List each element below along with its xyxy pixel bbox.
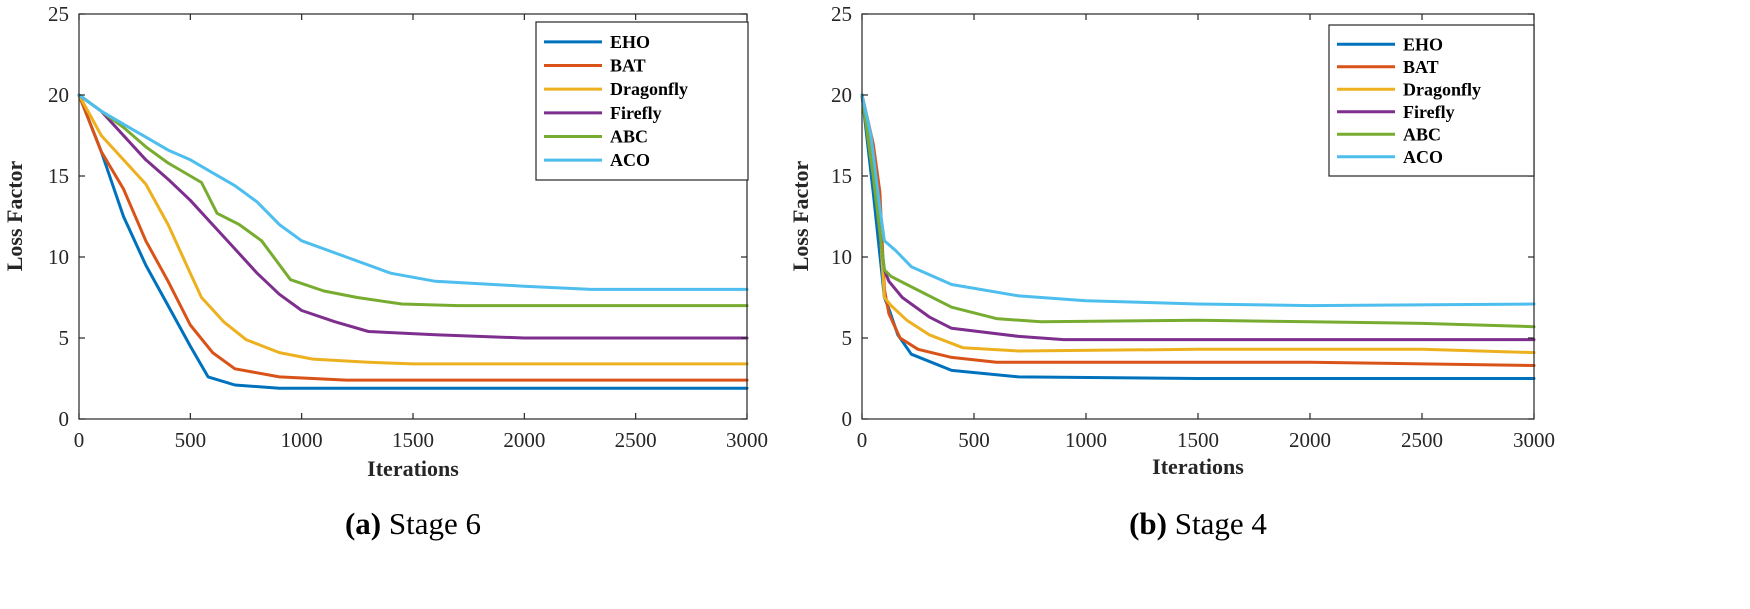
- y-tick-label-20-b: 20: [831, 83, 852, 107]
- y-tick-label-5-b: 5: [842, 326, 853, 350]
- series-line-eho-b: [860, 93, 1536, 380]
- legend-label-firefly-b: Firefly: [1403, 102, 1455, 122]
- legend-label-aco-a: ACO: [610, 150, 650, 170]
- x-tick-label-1500-b: 1500: [1177, 428, 1219, 452]
- series-line-firefly-a: [77, 93, 749, 340]
- series-line-bat-a: [77, 93, 749, 382]
- series-line-aco-b: [860, 93, 1536, 308]
- x-tick-label-1500-a: 1500: [392, 428, 434, 452]
- x-tick-label-0-b: 0: [857, 428, 868, 452]
- y-tick-label-0-a: 0: [59, 407, 70, 431]
- series-line-aco-a: [77, 93, 749, 291]
- y-tick-label-5-a: 5: [59, 326, 70, 350]
- legend-label-firefly-a: Firefly: [610, 103, 662, 123]
- legend-a: EHO BAT Dragonfly Firefly ABC ACO: [535, 21, 749, 181]
- x-tick-label-500-a: 500: [175, 428, 207, 452]
- x-tick-label-500-b: 500: [958, 428, 990, 452]
- panel-a: 0 500 1000 1500 2000 2500 3000 0 5 10 15 20 25 Itera…: [2, 2, 768, 541]
- x-tick-label-1000-a: 1000: [281, 428, 323, 452]
- plot-lines-b: [860, 93, 1536, 380]
- x-axis-label-b: Iterations: [1152, 454, 1244, 479]
- y-tick-label-10-b: 10: [831, 245, 852, 269]
- series-line-dragonfly-a: [77, 93, 749, 366]
- legend-label-abc-b: ABC: [1403, 124, 1441, 144]
- legend-label-bat-b: BAT: [1403, 57, 1439, 77]
- y-tick-label-15-a: 15: [48, 164, 69, 188]
- legend-label-dragonfly-b: Dragonfly: [1403, 79, 1481, 99]
- series-line-eho-a: [77, 93, 749, 390]
- legend-label-abc-a: ABC: [610, 127, 648, 147]
- x-tick-label-0-a: 0: [74, 428, 85, 452]
- y-tick-label-15-b: 15: [831, 164, 852, 188]
- series-line-bat-b: [860, 93, 1536, 367]
- caption-a-text: Stage 6: [389, 506, 481, 541]
- caption-b: (b) Stage 4: [1129, 506, 1267, 541]
- caption-a-letter: (a): [345, 506, 381, 541]
- x-tick-label-3000-b: 3000: [1513, 428, 1555, 452]
- ticks-b: 0 500 1000 1500 2000 2500 3000 0 5 10 15 20 25: [831, 2, 1555, 452]
- y-axis-label-b: Loss Factor: [788, 160, 813, 271]
- x-tick-label-1000-b: 1000: [1065, 428, 1107, 452]
- legend-label-eho-a: EHO: [610, 32, 650, 52]
- legend-box-a: [535, 21, 749, 181]
- x-tick-label-2500-a: 2500: [615, 428, 657, 452]
- series-line-abc-a: [77, 93, 749, 308]
- x-tick-label-2000-a: 2000: [503, 428, 545, 452]
- x-tick-label-2000-b: 2000: [1289, 428, 1331, 452]
- y-tick-label-0-b: 0: [842, 407, 853, 431]
- legend-box-b: [1328, 24, 1535, 177]
- y-axis-label-a: Loss Factor: [2, 160, 27, 271]
- caption-b-letter: (b): [1129, 506, 1167, 541]
- caption-b-text: Stage 4: [1175, 506, 1268, 541]
- x-tick-label-3000-a: 3000: [726, 428, 768, 452]
- series-line-abc-b: [860, 93, 1536, 329]
- plot-lines-a: [77, 93, 749, 390]
- x-tick-label-2500-b: 2500: [1401, 428, 1443, 452]
- y-tick-label-10-a: 10: [48, 245, 69, 269]
- panel-b: 0 500 1000 1500 2000 2500 3000 0 5 10 15 20 25 Itera…: [788, 2, 1555, 541]
- legend-label-bat-a: BAT: [610, 56, 646, 76]
- caption-a: (a) Stage 6: [345, 506, 481, 541]
- y-tick-label-20-a: 20: [48, 83, 69, 107]
- x-axis-label-a: Iterations: [367, 456, 459, 481]
- ticks-a: 0 500 1000 1500 2000 2500 3000 0 5 10 15 20 25: [48, 2, 768, 452]
- legend-label-dragonfly-a: Dragonfly: [610, 79, 688, 99]
- y-tick-label-25-b: 25: [831, 2, 852, 26]
- legend-label-eho-b: EHO: [1403, 34, 1443, 54]
- legend-label-aco-b: ACO: [1403, 147, 1443, 167]
- y-tick-label-25-a: 25: [48, 2, 69, 26]
